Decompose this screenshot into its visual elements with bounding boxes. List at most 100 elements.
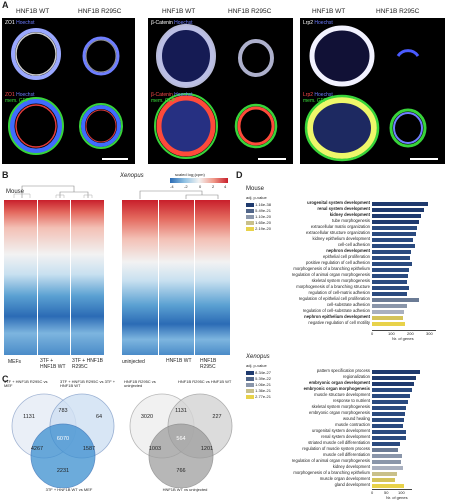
mouse-dendrogram <box>13 185 93 198</box>
legend-tick-1: -4 <box>170 184 174 189</box>
go-xenopus-row: embryonic organ morphogenesis <box>240 410 445 417</box>
venn-left-num-3: 64 <box>95 414 103 420</box>
go-mouse-bar <box>372 261 413 266</box>
go-xenopus-row: urogenital system development <box>240 428 445 435</box>
go-xenopus-legend-5: 2.77e-21 <box>246 394 271 399</box>
go-mouse-term-label: renal system development <box>317 206 370 211</box>
zo1-marker-label: ZO1 <box>5 20 15 26</box>
panel-a-header-5: HNF1B WT <box>312 8 346 15</box>
go-mouse-bar <box>372 231 416 236</box>
zo1-stain-label-bottom: Hoechst <box>16 92 35 98</box>
venn-right-num-3: 227 <box>212 414 222 420</box>
go-xenopus-term-label: regulation of muscle system process <box>302 446 370 451</box>
go-xenopus-row: skeletal system morphogenesis <box>240 404 445 411</box>
venn-left-num-4: 6070 <box>56 436 70 442</box>
catenin-gfp-label: mem. GFP <box>151 97 176 104</box>
go-mouse-legend-title: adj. p-value <box>246 195 267 200</box>
go-mouse-term-label: epithelial cell proliferation <box>322 254 370 259</box>
heatmap-xenopus-col-1: uninjected <box>122 359 145 365</box>
go-xenopus-term-label: wound healing <box>342 416 370 421</box>
go-xenopus-bar <box>372 423 404 428</box>
panel-c-label: C <box>2 374 9 384</box>
go-xenopus-term-label: renal system development <box>321 434 370 439</box>
micrograph-catenin-block: β-Catenin Hoechst β-Catenin Hoechst mem.… <box>148 18 293 164</box>
zo1-scalebar <box>102 158 128 160</box>
go-mouse-term-label: regulation of cell-substrate adhesion <box>302 308 370 313</box>
go-mouse-row: positive regulation of cell adhesion <box>240 260 445 267</box>
go-mouse-bar <box>372 201 428 206</box>
go-xenopus-row: regulation of animal organ morphogenesis <box>240 458 445 465</box>
go-xenopus-legend-2: 5.39e-22 <box>246 376 271 381</box>
venn-left-set-1-label: 3TF + HNF1B R295C vs MEF <box>4 379 48 389</box>
go-mouse-bar <box>372 255 411 260</box>
heatmap-mouse-col-3: 3TF + HNF1B R295C <box>72 358 103 370</box>
go-mouse-row: negative regulation of cell motility <box>240 320 445 327</box>
go-xenopus-axis-line <box>372 489 412 490</box>
go-mouse-row: regulation of animal organ morphogenesis <box>240 272 445 279</box>
go-mouse-term-label: nephron development <box>326 248 370 253</box>
go-xenopus-term-label: muscle contraction <box>335 422 370 427</box>
go-xenopus-legend-4: 1.36e-21 <box>246 388 271 393</box>
go-mouse-term-label: nephron epithelium development <box>304 314 370 319</box>
go-xenopus-term-label: skeletal system morphogenesis <box>311 404 370 409</box>
heatmap-mouse-col-1: MEFs <box>8 359 22 365</box>
go-mouse-term-label: urogenital system development <box>307 200 370 205</box>
heatmap-legend-title: scaled log₂(cpm) <box>175 172 205 177</box>
legend-tick-2: -2 <box>184 184 188 189</box>
go-mouse-row: renal system development <box>240 206 445 213</box>
venn-right-set-2-label: HNF1B R295C vs HNF1B WT <box>178 379 232 384</box>
heatmap-xenopus-col-3: HNF1B R295C <box>200 358 217 370</box>
go-mouse-row: nephron development <box>240 248 445 255</box>
go-xenopus-term-label: regionalization <box>342 374 370 379</box>
go-mouse-term-label: regulation of epithelial cell proliferat… <box>298 296 370 301</box>
venn-right-set-1-label: HNF1B R295C vs uninjected <box>124 379 156 389</box>
venn-left-num-1: 1131 <box>23 414 35 420</box>
heatmap-mouse-col-2: 3TF + HNF1B WT <box>40 358 66 370</box>
venn-right-num-1: 3020 <box>140 414 154 420</box>
heatmap-xenopus-col-2: HNF1B WT <box>166 358 192 364</box>
go-mouse-bar <box>372 219 419 224</box>
go-xenopus-row: morphogenesis of a branching epithelium <box>240 470 445 477</box>
go-xenopus-bar <box>372 381 414 386</box>
go-mouse-term-label: morphogenesis of a branching epithelium <box>293 266 370 271</box>
go-xenopus-term-label: muscle organ development <box>319 476 370 481</box>
go-mouse-bar <box>372 315 403 320</box>
go-xenopus-row: pattern specification process <box>240 368 445 375</box>
go-mouse-legend-3: 1.10e-20 <box>246 214 271 219</box>
venn-left <box>11 393 115 488</box>
go-xenopus-row: kidney development <box>240 464 445 471</box>
venn-right-num-4: 564 <box>176 436 186 442</box>
catenin-organoid-image <box>154 24 278 159</box>
venn-left-set-3-label: 3TF + HNF1B WT vs MEF <box>45 487 93 492</box>
go-mouse-term-label: extracellular matrix organization <box>310 224 370 229</box>
heatmap-mouse-col-divider-2 <box>70 200 71 355</box>
heatmap-xenopus <box>122 200 230 355</box>
go-mouse-row: kidney epithelium development <box>240 236 445 243</box>
venn-right-num-7: 766 <box>176 468 186 474</box>
go-mouse-bar <box>372 321 405 326</box>
go-xenopus-term-label: muscle cell differentiation <box>323 452 370 457</box>
lrp2-scalebar <box>410 158 438 160</box>
go-mouse-barchart: urogenital system development renal syste… <box>240 200 445 329</box>
go-xenopus-term-label: pattern specification process <box>316 368 370 373</box>
go-xenopus-row: embryonic organ morphogenesis <box>240 386 445 393</box>
go-xenopus-term-label: striated muscle cell differentiation <box>308 440 370 445</box>
panel-a-header-6: HNF1B R295C <box>376 8 420 15</box>
go-xenopus-title: Xenopus <box>246 354 270 360</box>
go-mouse-term-label: negative regulation of cell motility <box>308 320 370 325</box>
go-xenopus-row: striated muscle cell differentiation <box>240 440 445 447</box>
go-mouse-term-label: extracellular structure organization <box>305 230 370 235</box>
venn-left-num-2: 783 <box>58 408 68 414</box>
venn-left-num-5: 4267 <box>30 446 44 452</box>
go-xenopus-row: response to nutrient <box>240 398 445 405</box>
go-mouse-title: Mouse <box>246 186 265 192</box>
go-xenopus-bar <box>372 387 412 392</box>
micrograph-zo1-block: ZO1 Hoechst ZO1 Hoechst mem. GFP <box>2 18 135 164</box>
go-xenopus-legend-title: adj. p-value <box>246 363 267 368</box>
venn-left-num-6: 1587 <box>82 446 96 452</box>
go-xenopus-bar <box>372 459 401 464</box>
lrp2-marker-label: Lrp2 <box>303 20 314 26</box>
go-xenopus-bar <box>372 411 405 416</box>
go-xenopus-bar <box>372 375 416 380</box>
lrp2-stain-label: Hoechst <box>314 20 333 26</box>
